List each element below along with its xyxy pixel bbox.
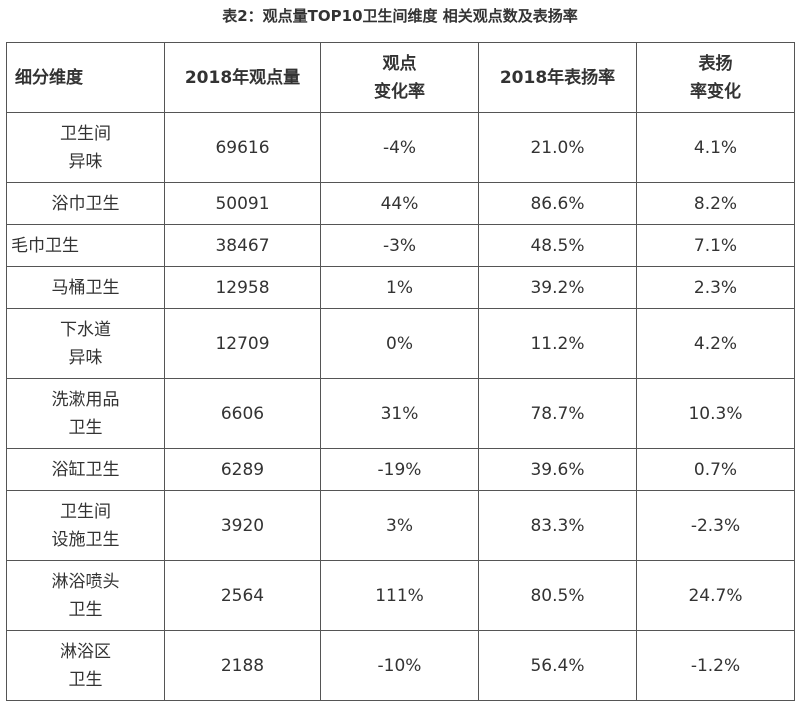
cell-volume: 3920 <box>164 490 321 561</box>
cell-dimension: 毛巾卫生 <box>6 224 165 267</box>
cell-volume: 6606 <box>164 378 321 449</box>
cell-praise-rate: 48.5% <box>478 224 637 267</box>
header-volume: 2018年观点量 <box>164 42 321 113</box>
cell-praise-rate: 56.4% <box>478 630 637 701</box>
cell-praise-change: 10.3% <box>636 378 795 449</box>
cell-volume: 6289 <box>164 448 321 491</box>
table-row: 淋浴区 卫生 2188 -10% 56.4% -1.2% <box>6 630 795 701</box>
table-row: 马桶卫生 12958 1% 39.2% 2.3% <box>6 266 795 309</box>
cell-praise-change: 24.7% <box>636 560 795 631</box>
table-title: 表2：观点量TOP10卫生间维度 相关观点数及表扬率 <box>222 7 578 25</box>
cell-praise-change: -2.3% <box>636 490 795 561</box>
table-row: 浴巾卫生 50091 44% 86.6% 8.2% <box>6 182 795 225</box>
cell-dimension: 下水道 异味 <box>6 308 165 379</box>
table-row: 卫生间 设施卫生 3920 3% 83.3% -2.3% <box>6 490 795 561</box>
data-table: 细分维度 2018年观点量 观点 变化率 2018年表扬率 表扬 率变化 卫生间… <box>6 42 795 701</box>
cell-praise-change: 0.7% <box>636 448 795 491</box>
table-row: 毛巾卫生 38467 -3% 48.5% 7.1% <box>6 224 795 267</box>
cell-volume-change: 31% <box>320 378 479 449</box>
cell-praise-change: -1.2% <box>636 630 795 701</box>
cell-dimension: 淋浴区 卫生 <box>6 630 165 701</box>
cell-praise-rate: 21.0% <box>478 112 637 183</box>
cell-dimension: 淋浴喷头 卫生 <box>6 560 165 631</box>
header-row: 细分维度 2018年观点量 观点 变化率 2018年表扬率 表扬 率变化 <box>6 42 795 113</box>
cell-volume: 12709 <box>164 308 321 379</box>
cell-praise-rate: 78.7% <box>478 378 637 449</box>
cell-volume-change: 111% <box>320 560 479 631</box>
cell-volume-change: -10% <box>320 630 479 701</box>
cell-volume: 2564 <box>164 560 321 631</box>
table-row: 洗漱用品 卫生 6606 31% 78.7% 10.3% <box>6 378 795 449</box>
header-praise-rate: 2018年表扬率 <box>478 42 637 113</box>
cell-volume: 50091 <box>164 182 321 225</box>
cell-dimension: 马桶卫生 <box>6 266 165 309</box>
header-praise-change: 表扬 率变化 <box>636 42 795 113</box>
cell-volume-change: 3% <box>320 490 479 561</box>
cell-dimension: 卫生间 异味 <box>6 112 165 183</box>
cell-praise-change: 7.1% <box>636 224 795 267</box>
table-row: 浴缸卫生 6289 -19% 39.6% 0.7% <box>6 448 795 491</box>
cell-dimension: 浴缸卫生 <box>6 448 165 491</box>
cell-praise-rate: 39.6% <box>478 448 637 491</box>
cell-volume: 12958 <box>164 266 321 309</box>
cell-praise-rate: 86.6% <box>478 182 637 225</box>
cell-volume: 38467 <box>164 224 321 267</box>
header-dimension: 细分维度 <box>6 42 165 113</box>
cell-praise-change: 4.1% <box>636 112 795 183</box>
cell-praise-change: 2.3% <box>636 266 795 309</box>
cell-volume: 2188 <box>164 630 321 701</box>
cell-volume-change: 1% <box>320 266 479 309</box>
table-row: 下水道 异味 12709 0% 11.2% 4.2% <box>6 308 795 379</box>
cell-dimension: 卫生间 设施卫生 <box>6 490 165 561</box>
table-row: 卫生间 异味 69616 -4% 21.0% 4.1% <box>6 112 795 183</box>
cell-praise-change: 4.2% <box>636 308 795 379</box>
header-volume-change: 观点 变化率 <box>320 42 479 113</box>
cell-volume-change: -4% <box>320 112 479 183</box>
cell-dimension: 洗漱用品 卫生 <box>6 378 165 449</box>
table-row: 淋浴喷头 卫生 2564 111% 80.5% 24.7% <box>6 560 795 631</box>
cell-praise-change: 8.2% <box>636 182 795 225</box>
cell-volume-change: 0% <box>320 308 479 379</box>
cell-praise-rate: 11.2% <box>478 308 637 379</box>
cell-volume: 69616 <box>164 112 321 183</box>
cell-volume-change: 44% <box>320 182 479 225</box>
cell-praise-rate: 80.5% <box>478 560 637 631</box>
cell-praise-rate: 83.3% <box>478 490 637 561</box>
cell-praise-rate: 39.2% <box>478 266 637 309</box>
cell-volume-change: -19% <box>320 448 479 491</box>
cell-volume-change: -3% <box>320 224 479 267</box>
cell-dimension: 浴巾卫生 <box>6 182 165 225</box>
